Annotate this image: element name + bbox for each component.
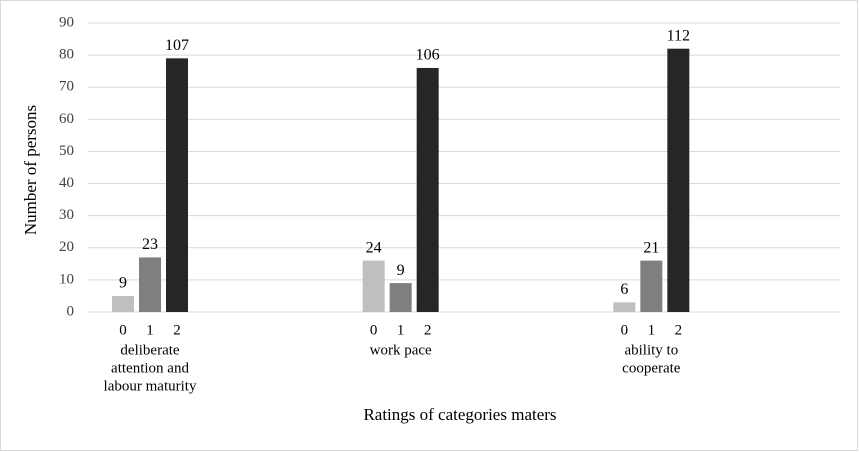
data-label: 23 [142,236,158,253]
bar [416,67,439,312]
y-tick-label: 10 [59,271,74,287]
data-label: 106 [416,47,440,64]
sub-tick-label: 1 [397,322,405,338]
y-tick-label: 60 [59,111,74,127]
sub-tick-label: 2 [173,322,181,338]
y-tick-label: 90 [59,14,74,30]
bar [667,48,690,312]
y-axis-title: Number of persons [21,105,40,235]
data-label: 112 [667,27,690,44]
x-tick-label: work pace [370,342,432,358]
x-tick-label: deliberate [120,342,179,358]
sub-tick-label: 0 [119,322,127,338]
data-label: 24 [366,239,382,256]
x-tick-label: attention and [111,360,189,376]
y-tick-label: 50 [59,143,74,159]
y-tick-label: 20 [59,239,74,255]
sub-tick-label: 0 [370,322,378,338]
x-tick-label: labour maturity [104,378,197,394]
x-axis-title: Ratings of categories maters [363,405,556,424]
y-tick-label: 70 [59,79,74,95]
data-label: 6 [620,281,628,298]
y-tick-label: 0 [67,303,75,319]
y-tick-label: 80 [59,47,74,63]
bar [166,58,188,313]
bar [613,302,636,312]
data-label: 9 [397,262,405,279]
bar [112,295,134,312]
y-tick-label: 40 [59,175,74,191]
x-tick-label: cooperate [622,360,681,376]
sub-tick-label: 2 [675,322,683,338]
data-label: 9 [119,275,127,292]
sub-tick-label: 1 [146,322,154,338]
sub-tick-label: 2 [424,322,432,338]
sub-tick-label: 1 [648,322,656,338]
data-label: 21 [643,239,659,256]
bar [139,257,161,312]
data-label: 107 [165,37,189,54]
bar [640,260,663,312]
y-tick-label: 30 [59,207,74,223]
bar [362,260,385,312]
bar [389,283,412,312]
x-tick-label: ability to [624,342,678,358]
sub-tick-label: 0 [621,322,629,338]
